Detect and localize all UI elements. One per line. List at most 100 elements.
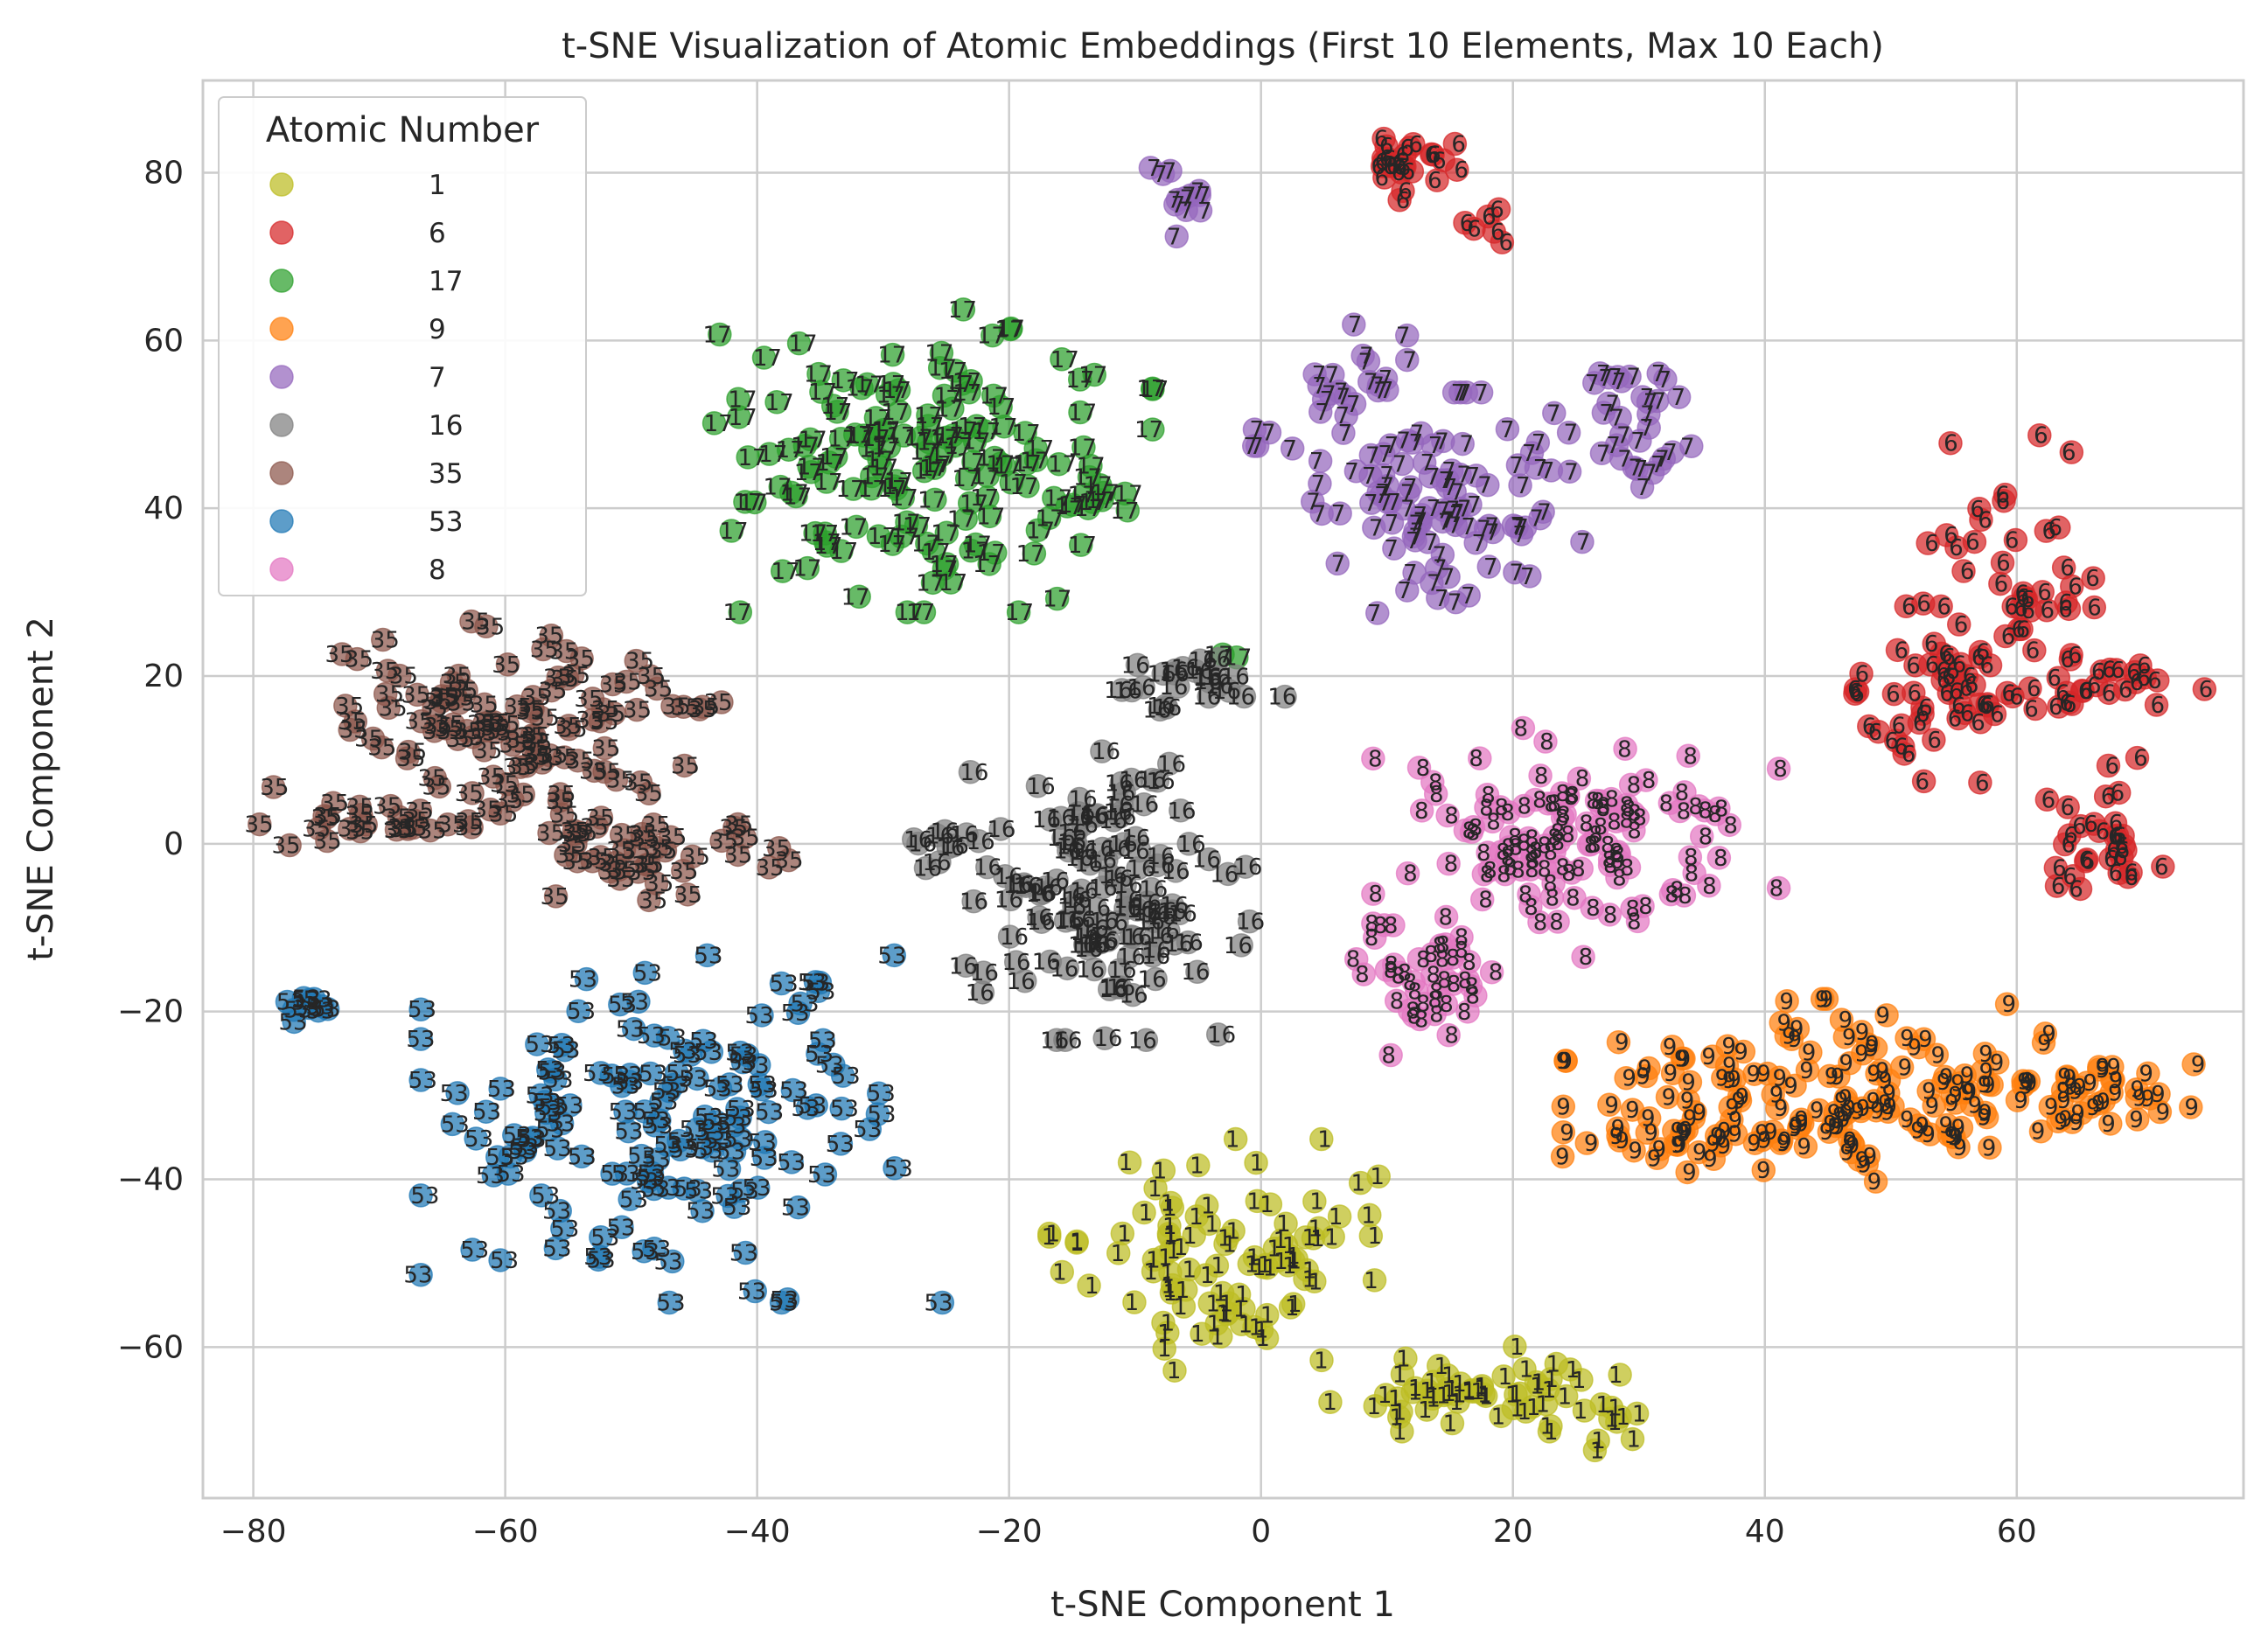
point-label-53: 53: [408, 1068, 437, 1094]
point-label-16: 16: [1000, 924, 1029, 951]
point-label-6: 6: [1963, 664, 1978, 690]
point-label-17: 17: [970, 485, 999, 512]
point-label-16: 16: [1138, 966, 1167, 993]
point-label-7: 7: [1403, 348, 1418, 374]
point-label-53: 53: [632, 1099, 661, 1126]
point-label-8: 8: [1549, 910, 1564, 936]
point-label-17: 17: [728, 387, 757, 413]
point-label-8: 8: [1769, 876, 1784, 903]
point-label-7: 7: [1616, 422, 1631, 449]
point-label-8: 8: [1508, 825, 1523, 851]
data-point-1: [1117, 1150, 1142, 1175]
point-label-35: 35: [549, 639, 578, 666]
point-label-9: 9: [1678, 1118, 1693, 1144]
point-label-9: 9: [1756, 1158, 1771, 1184]
point-label-7: 7: [1460, 432, 1475, 458]
point-label-9: 9: [2023, 1070, 2038, 1097]
data-point-1: [1553, 1384, 1579, 1409]
point-label-53: 53: [689, 1028, 718, 1055]
point-label-16: 16: [913, 856, 942, 882]
point-label-9: 9: [1677, 1047, 1692, 1073]
point-label-35: 35: [260, 775, 289, 801]
data-point-6: [1929, 594, 1953, 619]
point-label-53: 53: [406, 1027, 435, 1053]
point-label-1: 1: [1309, 1189, 1324, 1216]
point-label-6: 6: [2068, 575, 2083, 601]
point-label-6: 6: [2048, 515, 2063, 541]
point-label-8: 8: [1683, 743, 1698, 770]
point-label-53: 53: [550, 1216, 579, 1243]
data-point-6: [2052, 832, 2077, 857]
point-label-53: 53: [653, 1133, 682, 1159]
point-label-17: 17: [808, 380, 837, 406]
point-label-6: 6: [1943, 523, 1958, 549]
point-label-53: 53: [276, 990, 305, 1016]
point-label-1: 1: [1233, 1297, 1248, 1323]
point-label-8: 8: [1465, 983, 1480, 1009]
point-label-7: 7: [1540, 458, 1555, 484]
point-label-9: 9: [1937, 1070, 1951, 1096]
data-point-17: [1050, 347, 1074, 372]
point-label-35: 35: [762, 836, 791, 862]
point-label-1: 1: [1314, 1348, 1329, 1374]
data-point-1: [1174, 1278, 1198, 1302]
point-label-8: 8: [1659, 791, 1674, 817]
point-label-1: 1: [1572, 1368, 1587, 1394]
point-label-8: 8: [1381, 1043, 1396, 1070]
point-label-8: 8: [1603, 903, 1618, 929]
data-point-6: [2059, 440, 2084, 464]
point-label-6: 6: [1970, 497, 1985, 523]
point-label-16: 16: [1167, 798, 1196, 825]
data-point-6: [1453, 211, 1477, 235]
point-label-53: 53: [620, 989, 649, 1015]
point-label-17: 17: [753, 345, 782, 372]
point-label-9: 9: [1692, 1140, 1707, 1167]
data-point-1: [1204, 1253, 1230, 1278]
point-label-9: 9: [1982, 1135, 1997, 1161]
point-label-8: 8: [1586, 789, 1601, 815]
point-label-8: 8: [1438, 904, 1453, 931]
point-label-53: 53: [642, 1237, 671, 1263]
point-label-35: 35: [587, 845, 616, 871]
data-points: [248, 126, 2217, 1463]
data-point-6: [1442, 131, 1468, 157]
legend-label-8: 8: [429, 554, 446, 586]
point-label-53: 53: [694, 943, 722, 969]
data-point-1: [1414, 1398, 1440, 1422]
point-label-53: 53: [490, 1248, 519, 1274]
point-label-17: 17: [918, 487, 946, 513]
point-label-6: 6: [2111, 780, 2125, 806]
point-label-8: 8: [1544, 791, 1559, 818]
data-point-6: [1391, 178, 1415, 204]
data-point-1: [1244, 1150, 1268, 1175]
point-label-8: 8: [1555, 854, 1570, 881]
point-label-7: 7: [1331, 551, 1346, 577]
point-label-6: 6: [2013, 596, 2028, 623]
data-point-6: [2060, 574, 2084, 599]
point-label-1: 1: [1443, 1412, 1458, 1438]
point-label-6: 6: [1374, 127, 1389, 153]
data-point-6: [1894, 594, 1919, 619]
point-label-6: 6: [2058, 596, 2073, 623]
point-label-9: 9: [2072, 1075, 2087, 1101]
point-label-6: 6: [1498, 230, 1513, 256]
point-label-9: 9: [1819, 1119, 1834, 1146]
point-label-9: 9: [1783, 1073, 1798, 1099]
point-label-1: 1: [1085, 1273, 1099, 1300]
point-label-16: 16: [1233, 854, 1262, 881]
point-label-17: 17: [996, 317, 1025, 343]
legend-marker-9: [269, 317, 294, 341]
point-label-1: 1: [1350, 1171, 1365, 1197]
point-label-6: 6: [2037, 580, 2052, 606]
point-label-17: 17: [719, 519, 748, 545]
point-label-9: 9: [1652, 1137, 1667, 1163]
point-label-53: 53: [613, 1063, 642, 1089]
point-label-16: 16: [1159, 674, 1188, 701]
point-label-8: 8: [1384, 952, 1399, 979]
point-label-53: 53: [567, 999, 596, 1025]
point-label-35: 35: [271, 833, 300, 860]
data-point-1: [1435, 1377, 1461, 1401]
point-label-1: 1: [1364, 1268, 1378, 1294]
point-label-1: 1: [1267, 1237, 1281, 1263]
y-tick-label: 40: [143, 491, 184, 526]
